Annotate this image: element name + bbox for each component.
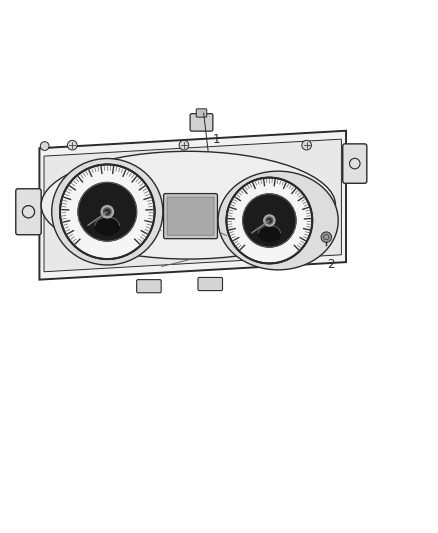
Polygon shape — [44, 139, 342, 272]
Circle shape — [61, 166, 153, 257]
Circle shape — [264, 215, 275, 226]
Ellipse shape — [258, 225, 280, 241]
Text: 1: 1 — [212, 133, 220, 146]
FancyBboxPatch shape — [167, 197, 214, 235]
FancyBboxPatch shape — [16, 189, 41, 235]
Circle shape — [243, 194, 296, 247]
Polygon shape — [39, 131, 346, 280]
Circle shape — [302, 140, 311, 150]
Circle shape — [40, 142, 49, 150]
Text: 2: 2 — [327, 258, 335, 271]
FancyBboxPatch shape — [163, 193, 217, 239]
Circle shape — [321, 232, 332, 243]
Circle shape — [106, 210, 109, 214]
Circle shape — [101, 206, 113, 218]
Circle shape — [60, 165, 155, 259]
FancyBboxPatch shape — [196, 109, 207, 117]
Circle shape — [78, 182, 137, 241]
FancyBboxPatch shape — [198, 278, 223, 290]
Circle shape — [179, 140, 189, 150]
Ellipse shape — [52, 158, 163, 265]
FancyBboxPatch shape — [137, 280, 161, 293]
FancyBboxPatch shape — [343, 144, 367, 183]
Circle shape — [268, 219, 271, 222]
Circle shape — [103, 208, 111, 215]
Ellipse shape — [41, 151, 336, 259]
Circle shape — [226, 177, 312, 263]
Ellipse shape — [218, 171, 338, 270]
Circle shape — [266, 217, 273, 224]
Circle shape — [228, 179, 311, 262]
Ellipse shape — [95, 217, 120, 235]
FancyBboxPatch shape — [190, 114, 213, 131]
Circle shape — [67, 140, 77, 150]
